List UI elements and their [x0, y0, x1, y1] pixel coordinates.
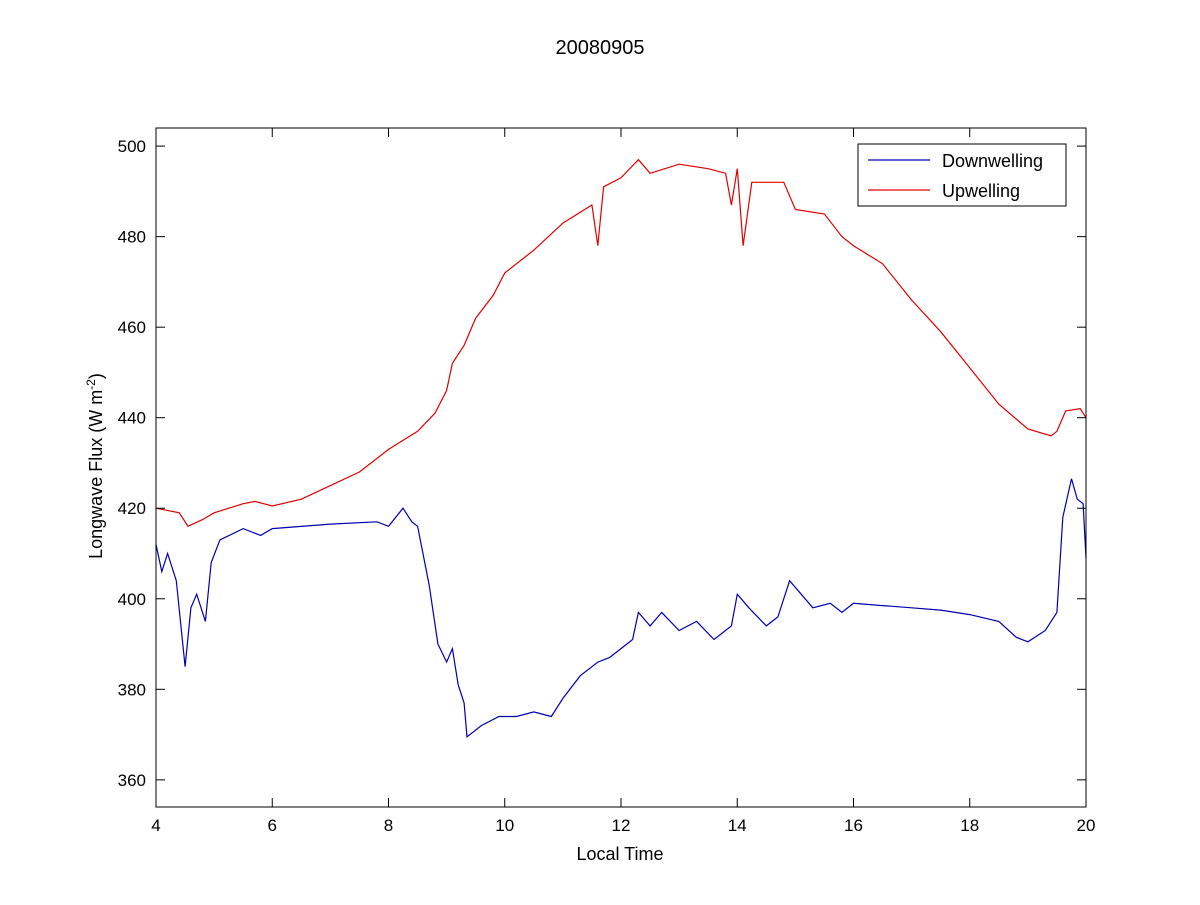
- y-axis-label: Longwave Flux (W m-2): [84, 373, 106, 559]
- y-tick-label: 440: [118, 409, 146, 428]
- x-tick-label: 16: [844, 816, 863, 835]
- y-tick-label: 480: [118, 228, 146, 247]
- x-tick-label: 4: [151, 816, 160, 835]
- chart-title: 20080905: [556, 37, 645, 59]
- x-tick-label: 14: [728, 816, 747, 835]
- y-tick-label: 400: [118, 590, 146, 609]
- x-tick-label: 12: [612, 816, 631, 835]
- x-axis-label: Local Time: [576, 844, 663, 864]
- y-tick-label: 500: [118, 137, 146, 156]
- x-tick-label: 6: [268, 816, 277, 835]
- y-tick-label: 460: [118, 318, 146, 337]
- y-tick-label: 360: [118, 771, 146, 790]
- y-tick-label: 380: [118, 680, 146, 699]
- x-tick-label: 10: [495, 816, 514, 835]
- series-line-upwelling: [155, 158, 1087, 528]
- x-tick-label: 8: [384, 816, 393, 835]
- series-line-downwelling: [155, 478, 1087, 738]
- legend-label-upwelling: Upwelling: [942, 181, 1020, 201]
- x-tick-label: 18: [960, 816, 979, 835]
- x-tick-label: 20: [1077, 816, 1096, 835]
- y-tick-label: 420: [118, 499, 146, 518]
- legend-label-downwelling: Downwelling: [942, 151, 1043, 171]
- legend: Downwelling Upwelling: [857, 143, 1067, 207]
